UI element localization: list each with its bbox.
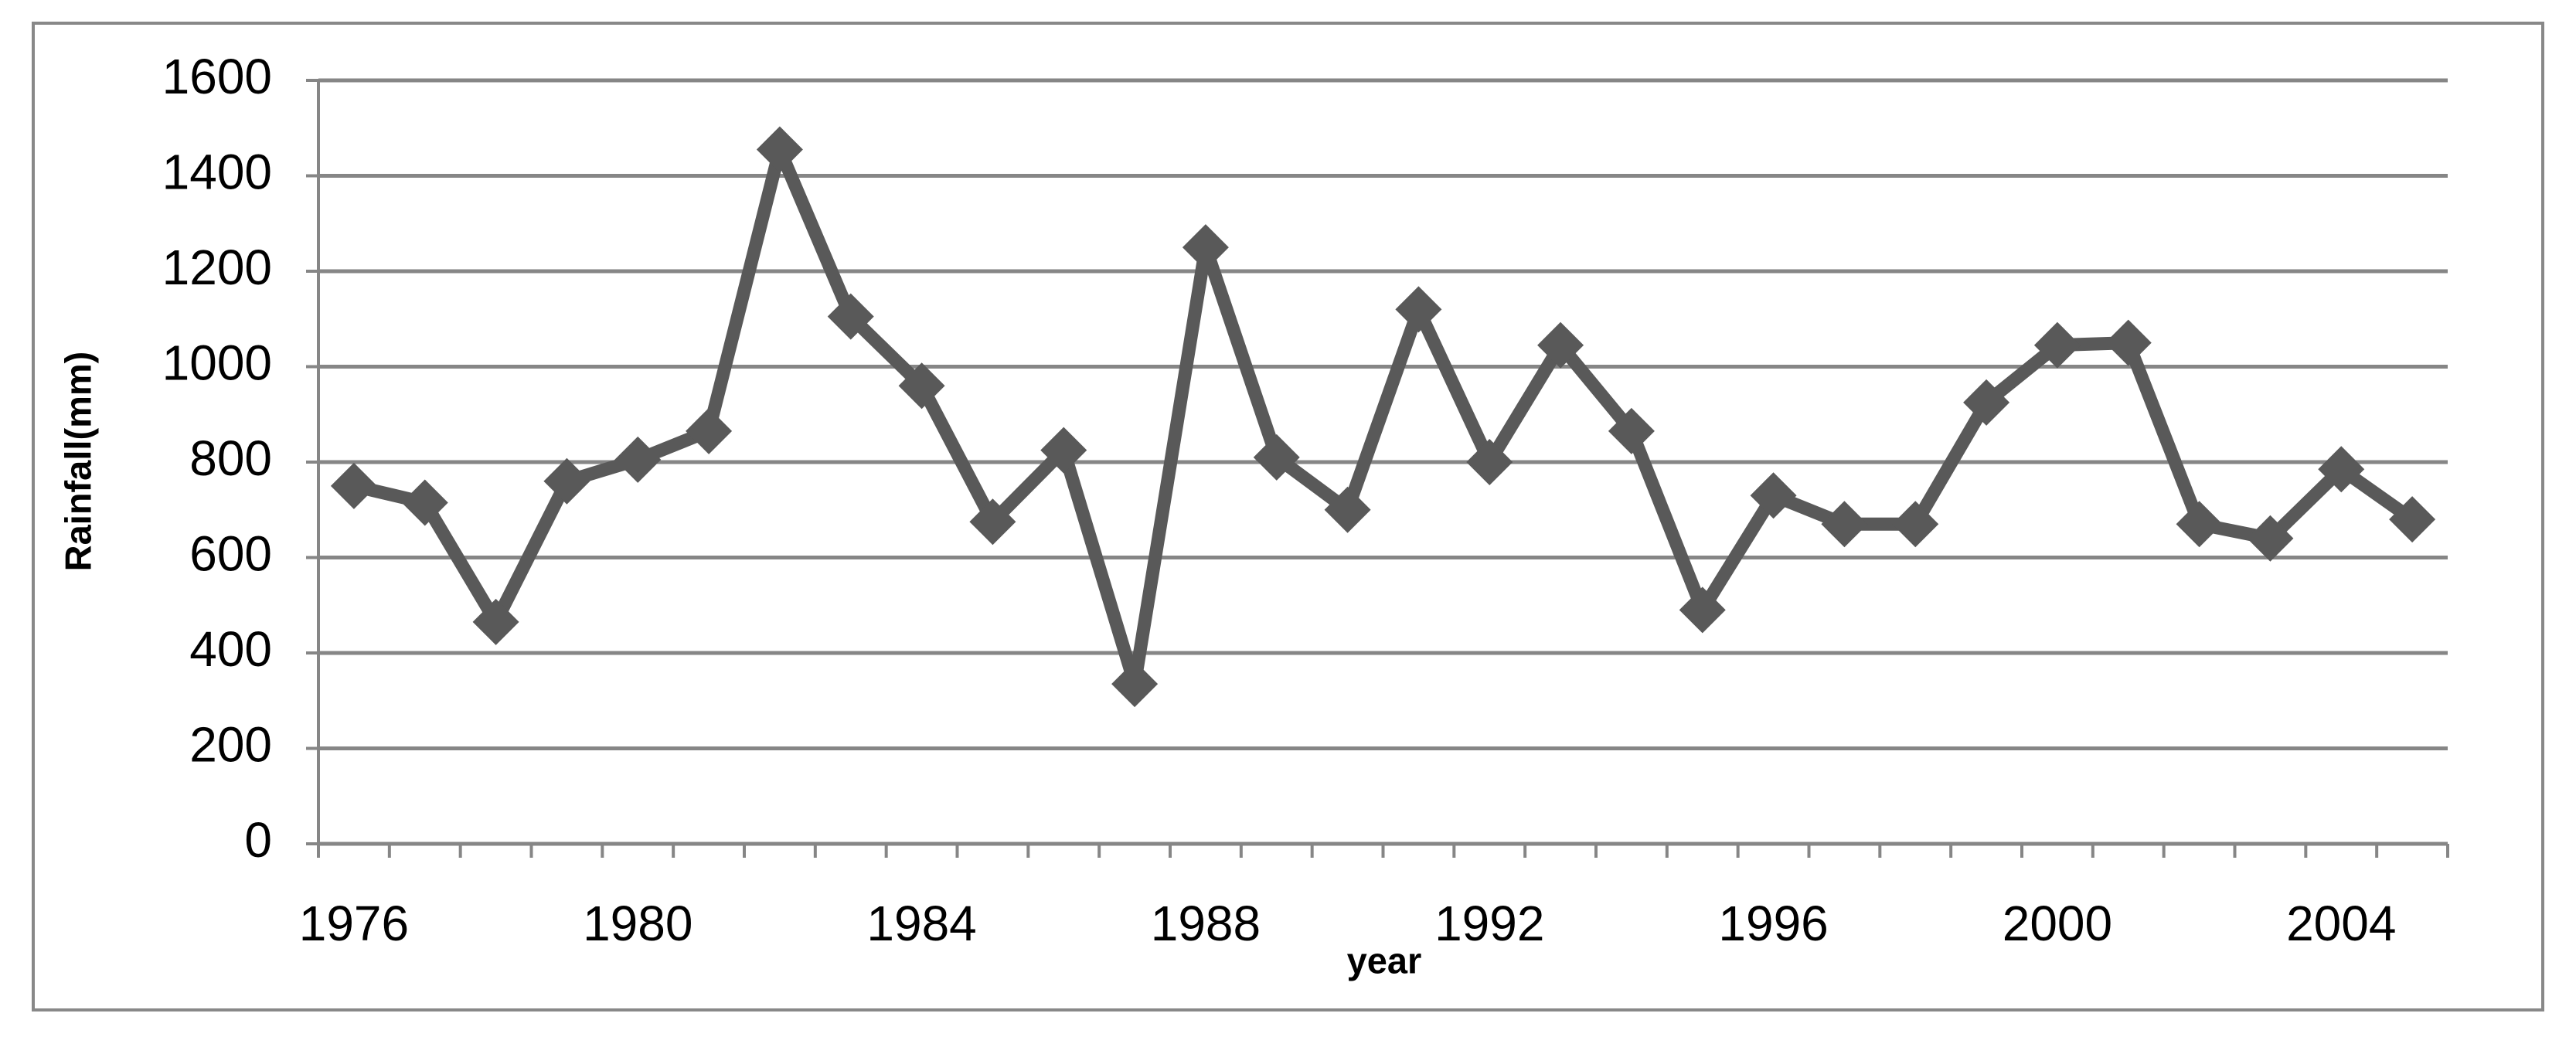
x-tick-label: 1988 [1151,896,1261,951]
data-marker [472,598,519,645]
data-marker [1963,379,2010,426]
x-tick-label: 2004 [2286,896,2396,951]
data-marker [1182,224,1229,271]
x-tick-label: 1996 [1718,896,1828,951]
y-tick-label: 0 [244,812,272,868]
data-marker [1608,407,1655,454]
x-tick-label: 1976 [299,896,409,951]
x-tick-label: 1984 [866,896,976,951]
y-tick-label: 400 [189,621,272,677]
data-marker [1324,486,1371,533]
data-marker [756,126,803,173]
data-marker [2318,446,2365,493]
chart-frame [32,22,2544,1012]
x-tick-label: 1980 [583,896,692,951]
data-marker [1679,586,1726,634]
y-tick-label: 600 [189,525,272,581]
y-tick-label: 1200 [162,240,272,295]
data-marker [614,436,662,483]
data-marker [1253,434,1300,481]
data-marker [686,407,733,454]
data-marker [898,362,945,410]
data-marker [2247,515,2294,562]
data-marker [969,498,1016,546]
data-marker [1750,472,1797,519]
data-marker [1537,321,1584,369]
x-tick-label: 2000 [2003,896,2112,951]
y-axis-title: Rainfall(mm) [57,352,98,572]
data-marker [1821,501,1868,548]
data-marker [2033,321,2081,369]
data-marker [1466,439,1513,485]
y-tick-label: 1000 [162,335,272,390]
data-marker [2176,501,2223,548]
data-marker [1040,427,1087,474]
y-tick-label: 800 [189,430,272,486]
y-tick-label: 1600 [162,49,272,104]
y-tick-label: 200 [189,716,272,772]
data-marker [2105,319,2152,366]
data-marker [1892,501,1939,548]
data-marker [543,457,590,505]
x-tick-label: 1992 [1434,896,1544,951]
data-marker [1395,286,1442,333]
data-marker [330,462,377,509]
y-tick-label: 1400 [162,144,272,199]
data-marker [827,293,874,340]
data-marker [1111,661,1159,708]
data-marker [2389,496,2436,543]
data-marker [401,479,448,526]
x-axis-title: year [1347,940,1422,981]
